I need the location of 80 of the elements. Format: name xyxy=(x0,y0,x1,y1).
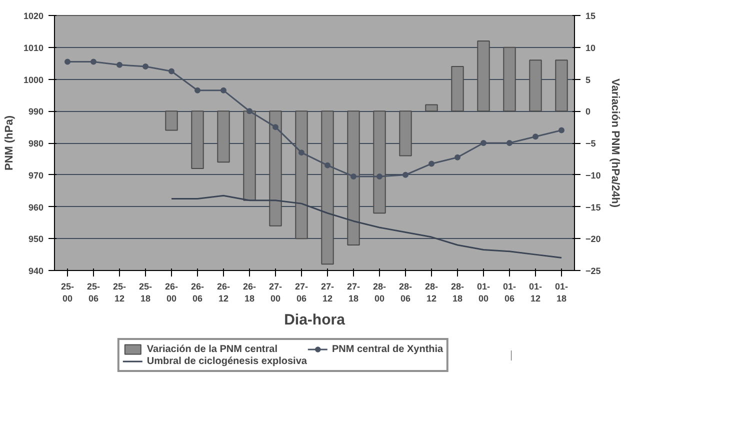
point xyxy=(558,127,564,134)
x-tick-label: 27- 00 xyxy=(268,282,282,304)
point xyxy=(428,160,434,167)
bar xyxy=(555,60,568,112)
point xyxy=(298,150,304,156)
bar xyxy=(399,110,412,156)
point xyxy=(194,87,200,94)
bar xyxy=(243,110,256,201)
x-tick-label: 25- 06 xyxy=(86,282,100,304)
x-axis-title: Dia-hora xyxy=(284,312,346,328)
bar xyxy=(477,40,490,112)
y2-tick-label: −20 xyxy=(586,234,601,244)
y-tick-label: 980 xyxy=(28,138,44,148)
point xyxy=(324,162,330,168)
bar xyxy=(451,66,464,112)
point xyxy=(64,58,70,65)
x-tick-label: 25- 00 xyxy=(60,282,74,304)
bar xyxy=(373,110,386,214)
x-tick-label: 27- 06 xyxy=(294,282,308,304)
x-tick-label: 28- 18 xyxy=(450,282,464,304)
point xyxy=(480,140,486,146)
x-tick-label: 25- 12 xyxy=(112,282,126,304)
y-tick-label: 970 xyxy=(28,170,44,180)
point xyxy=(168,68,174,74)
y-tick-label: 960 xyxy=(28,202,44,212)
bar xyxy=(191,110,204,169)
bar xyxy=(321,110,334,265)
x-tick-label: 01- 06 xyxy=(502,282,516,304)
x-tick-label: 27- 18 xyxy=(346,282,360,304)
y2-axis-title: Variación PNM (hPa/24h) xyxy=(608,78,621,208)
x-tick-label: 26- 00 xyxy=(164,282,178,304)
y2-tick-label: −10 xyxy=(586,170,601,180)
x-tick-label: 26- 12 xyxy=(216,282,230,304)
legend-label: Umbral de ciclogénesis explosiva xyxy=(146,355,307,367)
x-tick-label: 01- 00 xyxy=(476,282,490,304)
point xyxy=(272,124,278,130)
point xyxy=(506,140,512,146)
point xyxy=(220,87,226,94)
y2-tick-label: −5 xyxy=(586,138,596,148)
bar xyxy=(347,110,360,246)
y-tick-label: 940 xyxy=(28,266,44,276)
point xyxy=(142,64,148,70)
bar xyxy=(425,104,438,112)
y-tick-label: 990 xyxy=(28,106,44,117)
x-tick-label: 01- 18 xyxy=(554,282,568,304)
bar xyxy=(217,110,230,163)
x-tick-label: 25- 18 xyxy=(138,282,152,304)
x-tick-label: 28- 06 xyxy=(398,282,412,304)
y-tick-label: 1000 xyxy=(23,74,44,85)
legend-label: Variación de la PNM central xyxy=(146,343,278,355)
x-tick-label: 26- 18 xyxy=(242,282,256,304)
y2-tick-label: 10 xyxy=(586,42,596,53)
x-tick-label: 01- 12 xyxy=(528,282,542,304)
x-tick-label: 27- 12 xyxy=(320,282,334,304)
point xyxy=(350,173,356,180)
bar xyxy=(269,110,282,226)
bar xyxy=(503,46,516,112)
y2-tick-label: −25 xyxy=(586,266,601,276)
x-tick-label: 28- 12 xyxy=(424,282,438,304)
point xyxy=(376,173,382,180)
point xyxy=(402,172,408,178)
bar xyxy=(529,60,542,112)
y-tick-label: 1010 xyxy=(23,42,44,53)
bar xyxy=(165,110,178,131)
y2-tick-label: 15 xyxy=(586,11,596,21)
point xyxy=(90,58,96,65)
point xyxy=(532,134,538,140)
y-axis-title: PNM (hPa) xyxy=(3,115,16,170)
x-tick-label: 26- 06 xyxy=(190,282,204,304)
point xyxy=(246,108,252,114)
y-tick-label: 1020 xyxy=(23,11,44,21)
y2-tick-label: 5 xyxy=(586,74,591,85)
point xyxy=(116,62,122,68)
bar xyxy=(295,110,308,240)
y2-tick-label: 0 xyxy=(586,106,591,117)
point xyxy=(454,154,460,160)
legend-label: PNM central de Xynthia xyxy=(332,343,444,355)
y-tick-label: 950 xyxy=(28,234,44,244)
x-tick-label: 28- 00 xyxy=(372,282,386,304)
y2-tick-label: −15 xyxy=(586,202,601,212)
